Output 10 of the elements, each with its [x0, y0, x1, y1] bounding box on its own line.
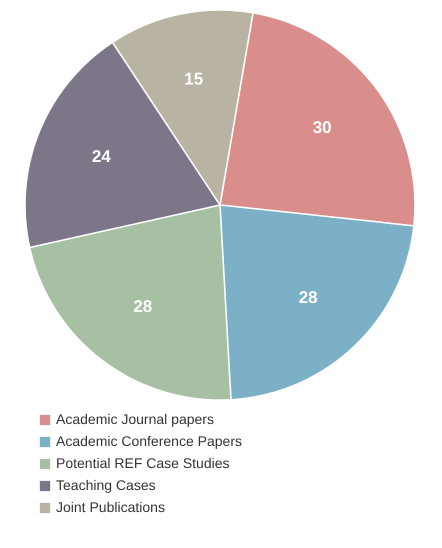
- legend-label: Teaching Cases: [56, 477, 156, 493]
- data-label: 28: [298, 288, 318, 307]
- legend-label: Potential REF Case Studies: [56, 455, 230, 471]
- data-label: 15: [184, 70, 204, 89]
- data-label: 24: [92, 147, 112, 166]
- data-label: 28: [133, 297, 152, 316]
- legend-label: Academic Journal papers: [56, 411, 214, 427]
- legend-label: Academic Conference Papers: [56, 433, 242, 449]
- legend-label: Joint Publications: [56, 499, 165, 515]
- data-label: 30: [312, 118, 332, 137]
